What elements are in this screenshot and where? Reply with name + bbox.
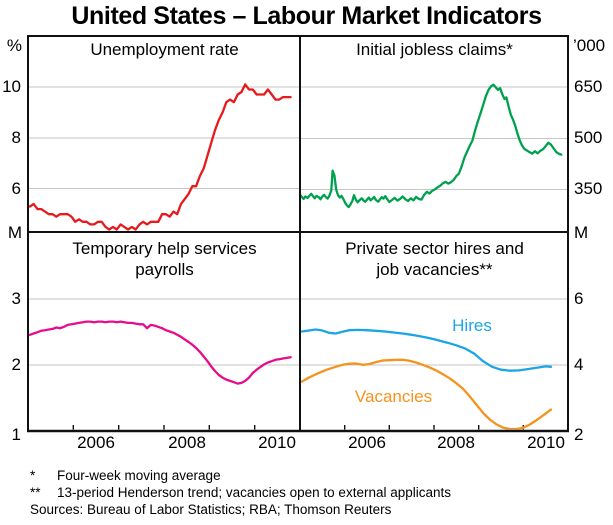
- y-tick-label: 6: [11, 179, 21, 198]
- footnote-1: * Four-week moving average: [30, 468, 221, 484]
- series-line-initial-jobless-claims-four-week-moving-average: [298, 83, 563, 209]
- chart-title: United States – Labour Market Indicators: [71, 2, 542, 30]
- panel-title-line: payrolls: [135, 260, 194, 279]
- panel-title-line: Private sector hires and: [345, 239, 524, 258]
- y-tick-label: 500: [574, 128, 603, 147]
- x-tick-label: 2006: [77, 433, 115, 452]
- panel-title-unemployment-rate: Unemployment rate: [90, 40, 239, 59]
- panel-title-temporary-help-payrolls: Temporary help services payrolls: [29, 238, 300, 280]
- series-label-vacancies: Vacancies: [354, 387, 433, 406]
- panel-title-line: job vacancies**: [376, 260, 493, 279]
- y-tick-label: 6: [574, 289, 584, 308]
- y-tick-label: 2: [574, 425, 584, 444]
- panel-title-hires-and-vacancies: Private sector hires and job vacancies**: [301, 238, 568, 280]
- series-line-hires: [300, 328, 553, 372]
- unit-label-percent: %: [6, 36, 22, 55]
- x-tick-label: 2010: [258, 433, 296, 452]
- unit-label-millions-left: M: [7, 223, 22, 242]
- y-tick-label: 1: [11, 425, 21, 444]
- panel-title-line: Temporary help services: [72, 239, 257, 258]
- footnote-1-text: Four-week moving average: [57, 468, 221, 483]
- footnote-2: ** 13-period Henderson trend; vacancies o…: [30, 485, 451, 501]
- chart-border: [27, 35, 569, 432]
- x-tick-label: 2008: [437, 433, 475, 452]
- footnote-2-marker: **: [30, 485, 41, 500]
- unit-label-millions-right: M: [574, 223, 589, 242]
- series-line-unemployment-rate: [28, 83, 292, 231]
- x-tick-label: 2008: [168, 433, 206, 452]
- x-tick-label: 2006: [348, 433, 386, 452]
- unit-label-thousands: ’000: [573, 36, 606, 55]
- sources-line: Sources: Bureau of Labor Statistics; RBA…: [30, 502, 392, 517]
- panel-title-initial-jobless-claims: Initial jobless claims*: [356, 40, 513, 59]
- y-tick-label: 3: [11, 289, 21, 308]
- y-tick-label: 350: [574, 179, 603, 198]
- y-tick-label: 4: [574, 355, 584, 374]
- footnote-1-marker: *: [30, 468, 36, 483]
- y-tick-label: 2: [11, 355, 21, 374]
- footnote-2-text: 13-period Henderson trend; vacancies ope…: [57, 485, 451, 500]
- y-tick-label: 8: [11, 128, 21, 147]
- x-tick-label: 2010: [527, 433, 565, 452]
- series-line-vacancies: [300, 358, 553, 431]
- series-line-temporary-help-services-payrolls: [28, 320, 292, 385]
- y-tick-label: 650: [574, 77, 603, 96]
- series-label-hires: Hires: [452, 316, 492, 335]
- y-tick-label: 10: [2, 77, 21, 96]
